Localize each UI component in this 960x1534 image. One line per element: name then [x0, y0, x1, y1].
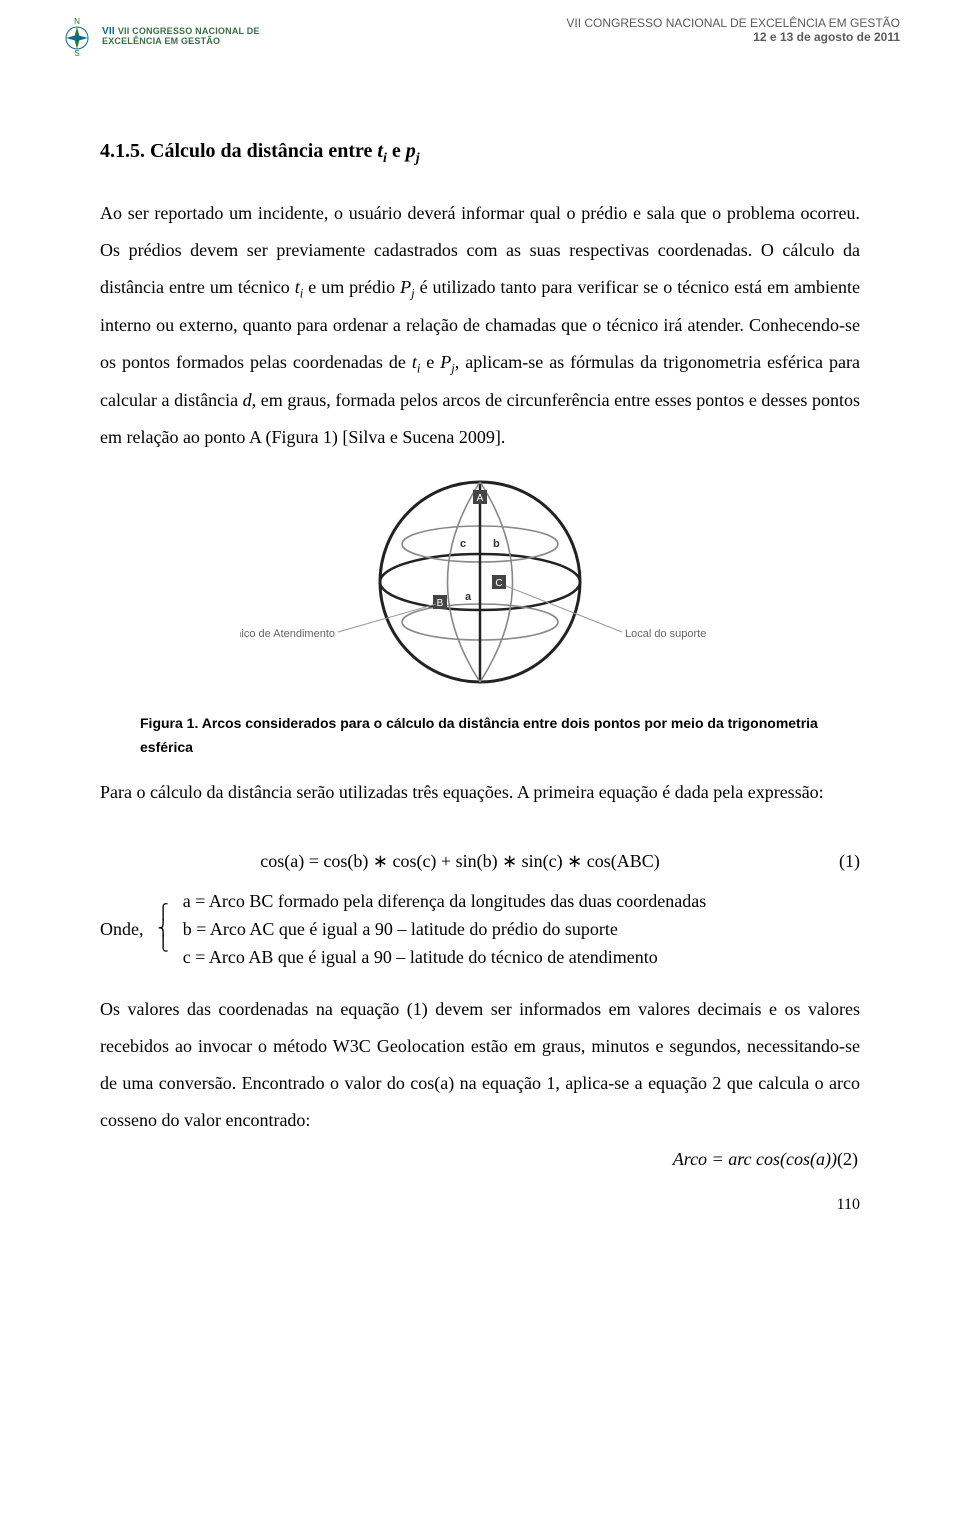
- logo-block: N S VII VII CONGRESSO NACIONAL DE EXCELÊ…: [60, 16, 260, 56]
- paragraph-3: Os valores das coordenadas na equação (1…: [100, 991, 860, 1139]
- paragraph-2: Para o cálculo da distância serão utiliz…: [100, 774, 860, 811]
- figure-caption: Figura 1. Arcos considerados para o cálc…: [140, 712, 820, 760]
- svg-text:a: a: [465, 591, 472, 603]
- where-block: Onde, ⎧⎨⎩ a = Arco BC formado pela difer…: [100, 888, 860, 972]
- svg-text:c: c: [460, 538, 466, 550]
- sym-Pj-2: Pj: [440, 352, 455, 372]
- header-date: 12 e 13 de agosto de 2011: [566, 30, 900, 44]
- svg-text:Técnico de Atendimento: Técnico de Atendimento: [240, 628, 335, 640]
- page-content: 4.1.5. Cálculo da distância entre ti e p…: [0, 140, 960, 1170]
- equation-1: cos(a) = cos(b) ∗ cos(c) + sin(b) ∗ sin(…: [100, 851, 820, 872]
- svg-text:N: N: [74, 17, 80, 26]
- section-number: 4.1.5.: [100, 140, 145, 162]
- sphere-diagram-icon: A B C c b a Técnico de Atendimento Local…: [240, 472, 720, 702]
- sym-pj: pj: [406, 140, 420, 162]
- figure-1: A B C c b a Técnico de Atendimento Local…: [100, 472, 860, 702]
- sym-d: d: [243, 390, 252, 410]
- header-title: VII CONGRESSO NACIONAL DE EXCELÊNCIA EM …: [566, 16, 900, 30]
- where-lines: a = Arco BC formado pela diferença da lo…: [183, 888, 706, 972]
- brace-icon: ⎧⎨⎩: [158, 906, 169, 953]
- page-header: N S VII VII CONGRESSO NACIONAL DE EXCELÊ…: [0, 0, 960, 80]
- sym-Pj: Pj: [400, 277, 415, 297]
- compass-logo-icon: N S: [60, 16, 94, 56]
- logo-line1: VII CONGRESSO NACIONAL DE: [118, 26, 260, 36]
- page-number: 110: [0, 1170, 960, 1214]
- svg-text:Local do suporte: Local do suporte: [625, 628, 706, 640]
- equation-2: Arco = arc cos(cos(a)): [673, 1149, 837, 1169]
- where-a: a = Arco BC formado pela diferença da lo…: [183, 888, 706, 916]
- svg-text:C: C: [495, 578, 502, 589]
- section-title-e: e: [392, 140, 401, 162]
- svg-text:S: S: [74, 49, 79, 56]
- where-label: Onde,: [100, 919, 144, 940]
- equation-1-row: cos(a) = cos(b) ∗ cos(c) + sin(b) ∗ sin(…: [100, 851, 860, 872]
- logo-line2: EXCELÊNCIA EM GESTÃO: [102, 36, 220, 46]
- svg-text:A: A: [477, 493, 484, 504]
- p1b: e um prédio: [303, 277, 400, 297]
- sym-ti: ti: [377, 140, 386, 162]
- svg-text:b: b: [493, 538, 500, 550]
- equation-1-number: (1): [820, 851, 860, 872]
- header-right: VII CONGRESSO NACIONAL DE EXCELÊNCIA EM …: [566, 16, 900, 44]
- svg-text:B: B: [437, 598, 444, 609]
- where-b: b = Arco AC que é igual a 90 – latitude …: [183, 916, 706, 944]
- paragraph-1: Ao ser reportado um incidente, o usuário…: [100, 195, 860, 456]
- where-c: c = Arco AB que é igual a 90 – latitude …: [183, 944, 706, 972]
- section-title: 4.1.5. Cálculo da distância entre ti e p…: [100, 140, 860, 167]
- section-title-prefix: Cálculo da distância entre: [150, 140, 372, 162]
- logo-text: VII VII CONGRESSO NACIONAL DE EXCELÊNCIA…: [102, 26, 260, 47]
- equation-2-row: Arco = arc cos(cos(a))(2): [100, 1149, 860, 1170]
- p1d: e: [420, 352, 440, 372]
- equation-2-number: (2): [837, 1149, 858, 1169]
